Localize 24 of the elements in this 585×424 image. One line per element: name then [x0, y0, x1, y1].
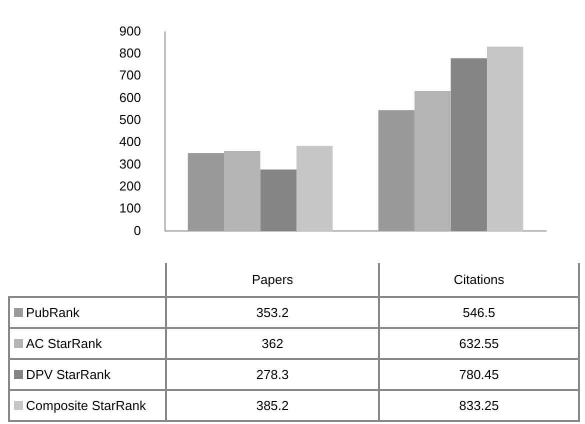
- y-tick-label: 500: [119, 112, 141, 127]
- legend-label: AC StarRank: [9, 328, 166, 359]
- y-tick-label: 400: [119, 134, 141, 150]
- y-tick-label: 200: [119, 178, 141, 194]
- data-label: 278.3: [166, 359, 379, 390]
- data-label: 353.2: [166, 297, 379, 328]
- data-label: 632.55: [379, 328, 579, 359]
- data-label: 833.25: [379, 390, 579, 421]
- x-tick-label: Papers: [166, 263, 379, 297]
- data-label: 385.2: [166, 390, 379, 421]
- legend-label: PubRank: [9, 297, 166, 328]
- data-label: 780.45: [379, 359, 579, 390]
- y-tick-label: 0: [134, 222, 141, 238]
- x-tick-label: Citations: [379, 263, 579, 297]
- legend-label: DPV StarRank: [9, 359, 166, 390]
- y-tick-label: 100: [119, 200, 141, 216]
- data-label: 546.5: [379, 297, 579, 328]
- y-tick-label: 300: [119, 156, 141, 172]
- y-tick-label: 600: [119, 90, 141, 105]
- y-tick-label: 800: [119, 46, 141, 61]
- legend-label: Composite StarRank: [9, 390, 166, 421]
- y-tick-label: 700: [119, 68, 141, 83]
- y-tick-label: 900: [119, 23, 141, 38]
- data-label: 362: [166, 328, 379, 359]
